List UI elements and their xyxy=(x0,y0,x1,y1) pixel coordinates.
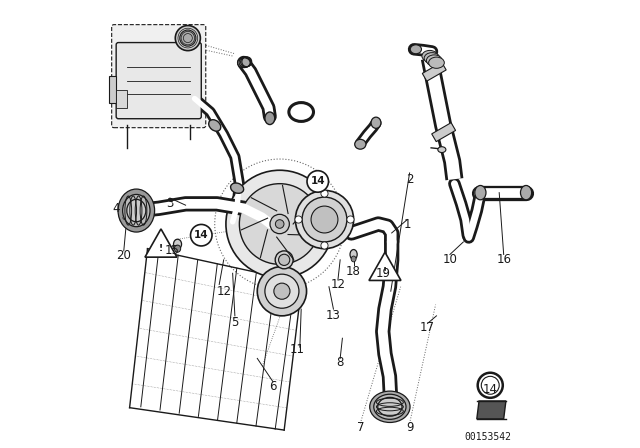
Text: 14: 14 xyxy=(310,177,325,186)
Ellipse shape xyxy=(424,52,440,64)
Circle shape xyxy=(175,26,200,51)
Ellipse shape xyxy=(118,189,155,232)
Text: 4: 4 xyxy=(112,202,120,215)
Ellipse shape xyxy=(378,397,402,416)
Circle shape xyxy=(226,170,333,278)
Circle shape xyxy=(296,190,354,249)
Circle shape xyxy=(180,30,196,46)
Ellipse shape xyxy=(520,185,532,200)
Bar xyxy=(109,76,116,103)
Circle shape xyxy=(311,206,338,233)
Ellipse shape xyxy=(350,250,357,259)
Text: 13: 13 xyxy=(326,309,341,323)
Ellipse shape xyxy=(120,212,133,222)
Ellipse shape xyxy=(429,57,444,69)
Circle shape xyxy=(270,214,289,234)
Ellipse shape xyxy=(374,394,406,419)
Text: 3: 3 xyxy=(166,197,173,211)
Ellipse shape xyxy=(475,185,486,200)
FancyBboxPatch shape xyxy=(116,43,201,119)
Ellipse shape xyxy=(275,251,293,269)
Circle shape xyxy=(191,224,212,246)
Circle shape xyxy=(347,216,354,223)
Text: 14: 14 xyxy=(194,230,209,240)
Ellipse shape xyxy=(422,50,438,61)
Text: !: ! xyxy=(159,244,163,253)
Text: 18: 18 xyxy=(346,264,361,278)
Ellipse shape xyxy=(265,112,275,125)
Text: 5: 5 xyxy=(231,316,239,329)
Text: 6: 6 xyxy=(269,379,276,393)
Ellipse shape xyxy=(351,256,356,262)
Ellipse shape xyxy=(174,245,180,252)
Text: 19: 19 xyxy=(375,267,390,280)
Text: 9: 9 xyxy=(406,421,413,435)
Ellipse shape xyxy=(127,199,146,222)
Text: 17: 17 xyxy=(420,320,435,334)
Ellipse shape xyxy=(209,120,221,131)
Circle shape xyxy=(265,274,299,308)
Circle shape xyxy=(295,216,302,223)
Text: 12: 12 xyxy=(216,284,231,298)
Bar xyxy=(422,62,446,81)
Ellipse shape xyxy=(371,117,381,128)
Circle shape xyxy=(257,267,307,316)
Text: 00153542: 00153542 xyxy=(465,432,511,442)
Circle shape xyxy=(302,197,347,242)
Polygon shape xyxy=(477,401,506,419)
Ellipse shape xyxy=(278,254,290,265)
Text: 14: 14 xyxy=(483,383,498,396)
Circle shape xyxy=(239,184,320,264)
Text: 10: 10 xyxy=(442,253,458,267)
Circle shape xyxy=(275,220,284,228)
Text: 2: 2 xyxy=(406,172,413,186)
Text: 16: 16 xyxy=(496,253,511,267)
FancyBboxPatch shape xyxy=(111,25,206,128)
Text: 11: 11 xyxy=(290,343,305,356)
Circle shape xyxy=(274,283,290,299)
Ellipse shape xyxy=(438,147,446,152)
Circle shape xyxy=(307,171,328,192)
Ellipse shape xyxy=(237,58,250,68)
Text: 15: 15 xyxy=(164,244,180,258)
Ellipse shape xyxy=(230,183,244,194)
Ellipse shape xyxy=(173,239,182,249)
Text: 7: 7 xyxy=(356,421,364,435)
Ellipse shape xyxy=(355,139,366,149)
Circle shape xyxy=(321,242,328,249)
Ellipse shape xyxy=(426,55,442,66)
Text: 20: 20 xyxy=(116,249,131,262)
Polygon shape xyxy=(145,229,177,257)
Ellipse shape xyxy=(123,194,150,227)
Ellipse shape xyxy=(370,391,410,422)
Bar xyxy=(432,123,456,142)
Text: !: ! xyxy=(383,267,387,276)
Bar xyxy=(116,90,127,108)
Ellipse shape xyxy=(123,215,130,220)
Ellipse shape xyxy=(410,45,422,54)
Circle shape xyxy=(321,190,328,197)
Text: 8: 8 xyxy=(337,356,344,370)
Text: 1: 1 xyxy=(404,217,411,231)
Text: 12: 12 xyxy=(330,278,346,291)
Polygon shape xyxy=(369,252,401,280)
